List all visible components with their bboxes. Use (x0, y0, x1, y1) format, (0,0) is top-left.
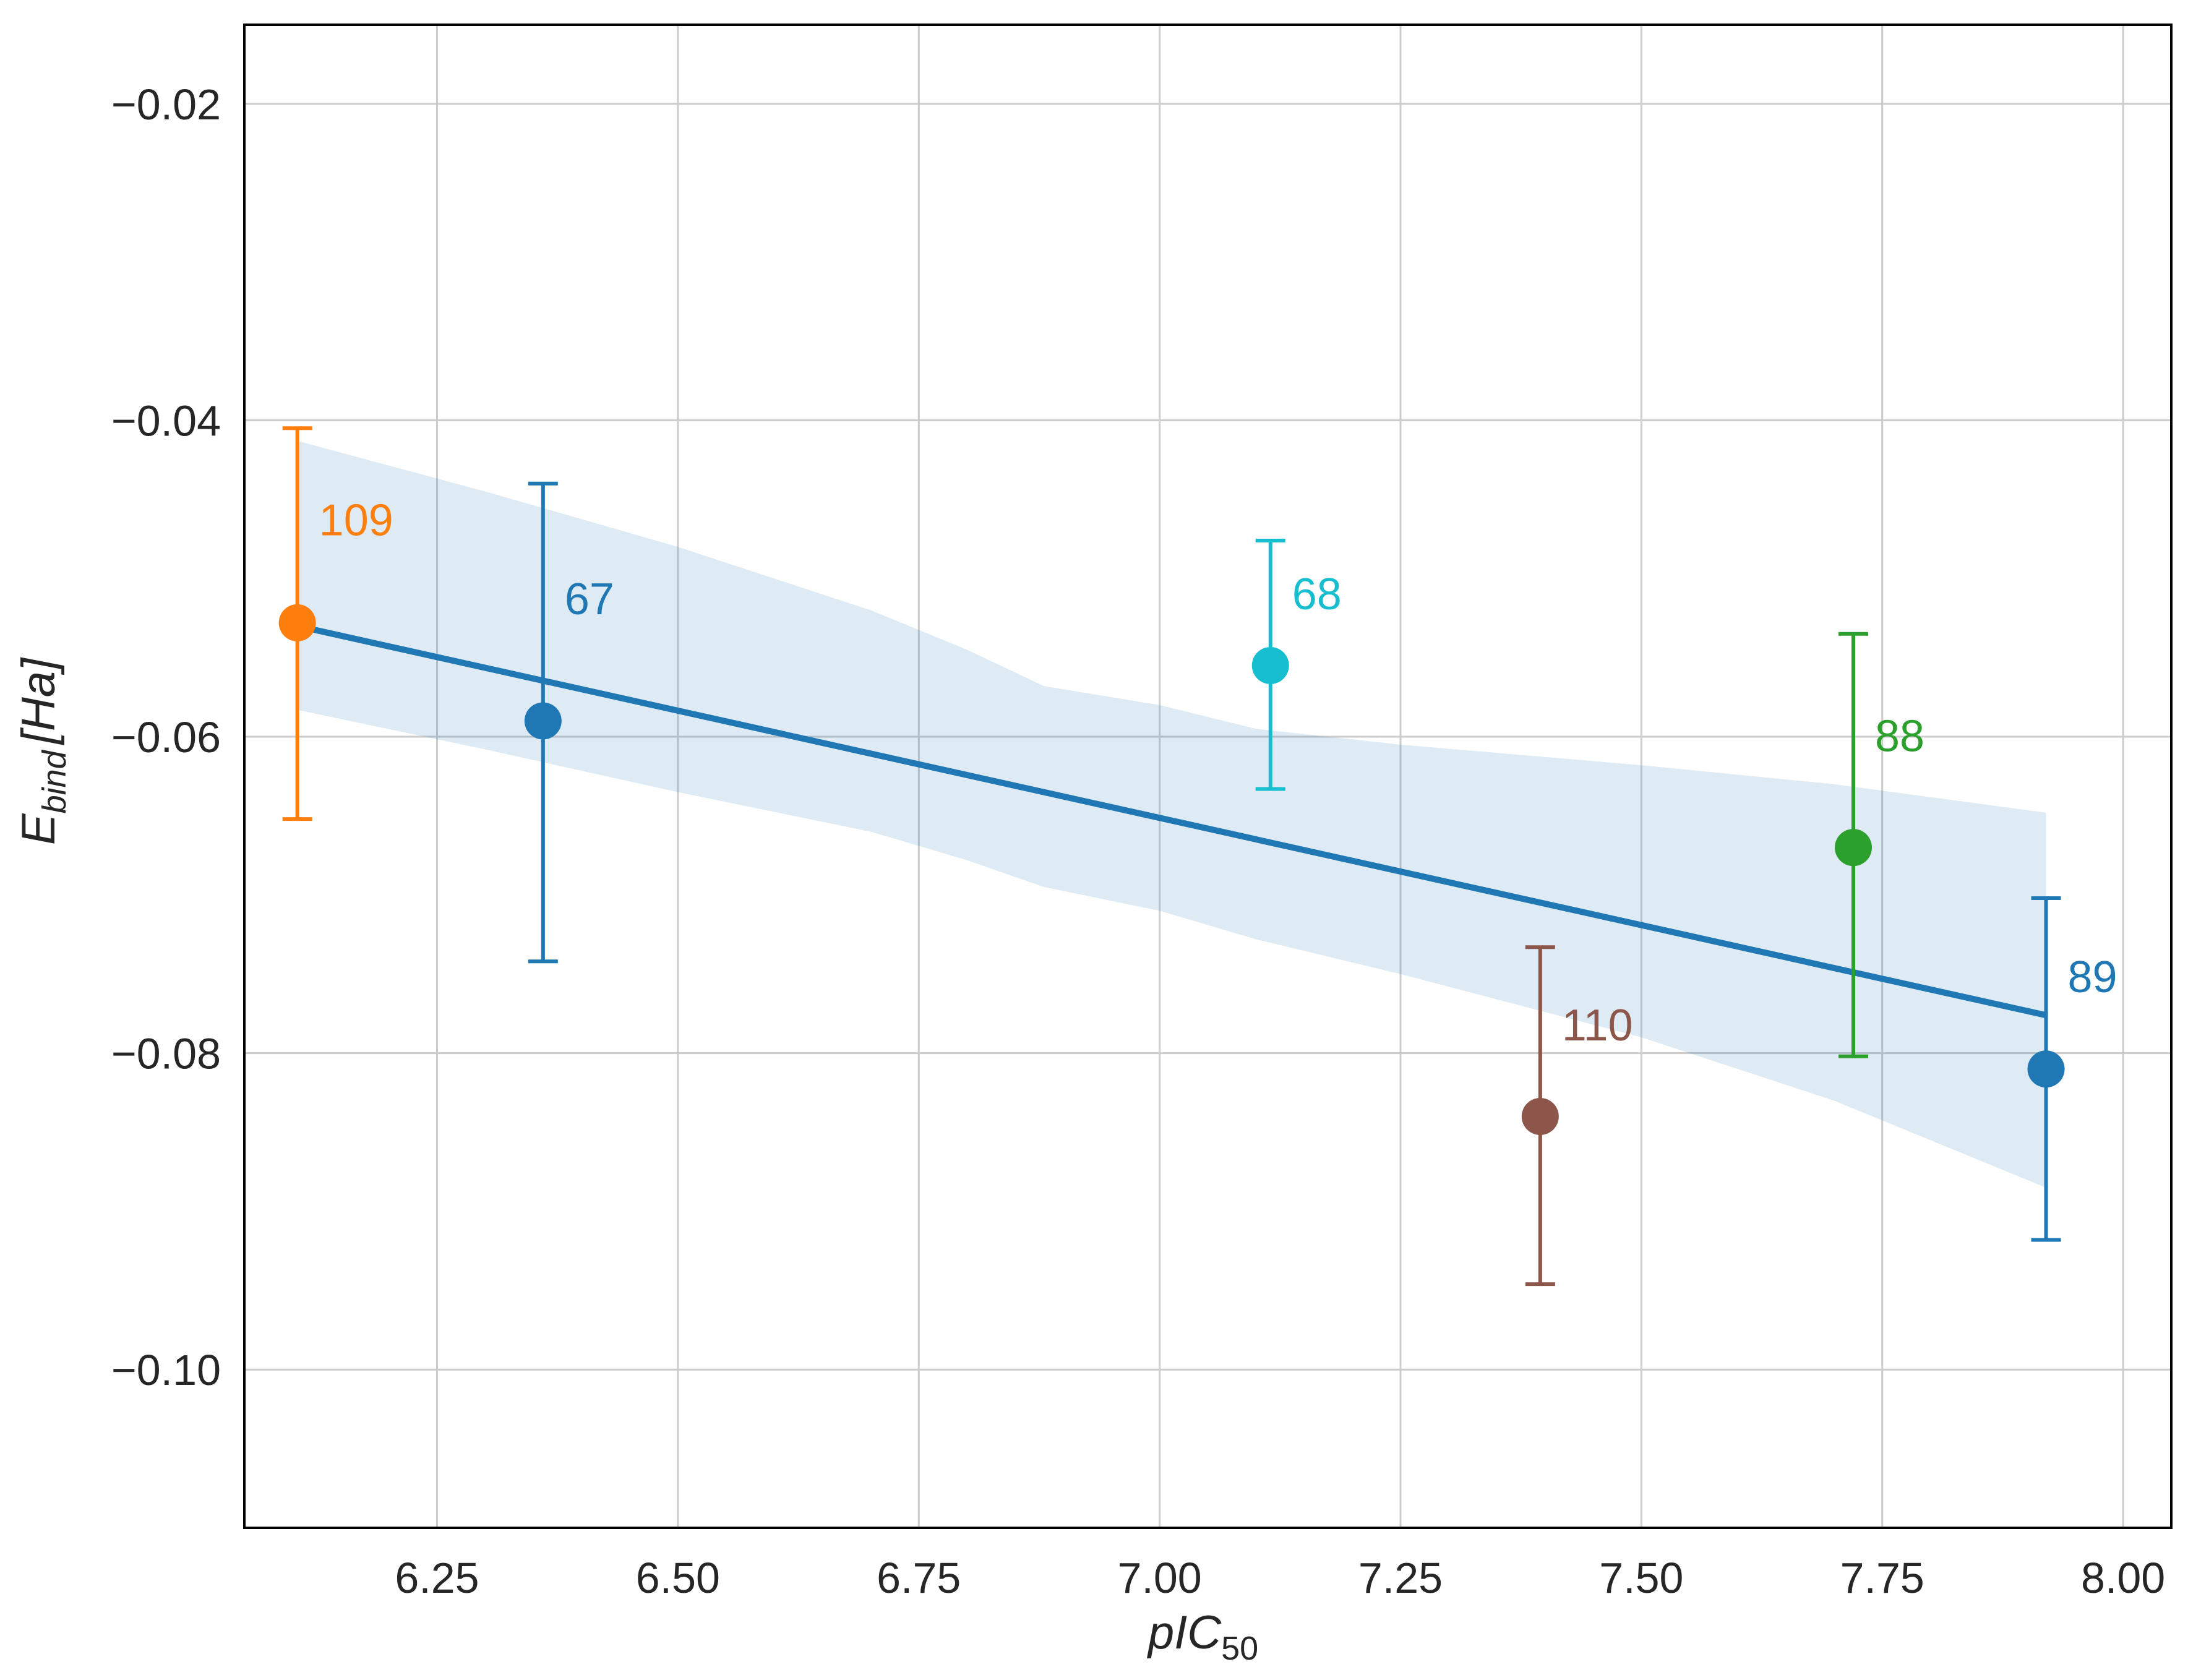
x-axis-title-sub: 50 (1221, 1630, 1258, 1667)
data-point-110: 110 (1521, 945, 1633, 1287)
plot-frame (243, 24, 2173, 1529)
y-tick-label: −0.04 (111, 396, 221, 445)
data-point-68: 68 (1251, 538, 1342, 791)
point-marker (2027, 1050, 2065, 1088)
y-tick-label: −0.06 (111, 713, 221, 761)
data-points-layer: 109 67 68 110 88 89 (278, 426, 2117, 1287)
point-marker (278, 604, 316, 641)
point-marker (524, 702, 562, 740)
point-label: 110 (1562, 1001, 1633, 1050)
x-tick-label: 7.50 (1599, 1554, 1683, 1602)
x-tick-label: 6.50 (636, 1554, 720, 1602)
data-point-109: 109 (278, 426, 393, 821)
x-axis-ticks: 6.25 6.50 6.75 7.00 7.25 7.50 7.75 8.00 (395, 1554, 2165, 1602)
y-axis-title-sub: bind (36, 749, 73, 813)
x-axis-title-main: pIC (1147, 1606, 1222, 1659)
y-tick-label: −0.08 (111, 1030, 221, 1078)
data-point-88: 88 (1835, 632, 1924, 1058)
point-label: 88 (1875, 712, 1924, 761)
x-tick-label: 7.75 (1840, 1554, 1924, 1602)
regression-line (296, 623, 2047, 1019)
point-marker (1835, 829, 1873, 867)
confidence-band (297, 440, 2046, 1188)
point-label: 89 (2068, 953, 2117, 1002)
y-tick-label: −0.02 (111, 80, 221, 129)
x-tick-label: 8.00 (2081, 1554, 2165, 1602)
grid (244, 25, 2171, 1528)
y-axis-title-main: E (12, 813, 65, 845)
x-tick-label: 6.25 (395, 1554, 479, 1602)
data-point-67: 67 (524, 481, 614, 964)
x-axis-title: pIC50 (1147, 1606, 1258, 1667)
point-label: 109 (319, 495, 393, 545)
x-tick-label: 6.75 (877, 1554, 961, 1602)
point-label: 67 (565, 575, 614, 624)
y-axis-ticks: −0.02 −0.04 −0.06 −0.08 −0.10 (111, 80, 221, 1394)
y-axis-title: Ebind [Ha] (12, 657, 73, 845)
point-marker (1251, 646, 1289, 684)
regression-line-layer (296, 623, 2047, 1019)
x-tick-label: 7.25 (1358, 1554, 1443, 1602)
y-tick-label: −0.10 (111, 1346, 221, 1394)
point-label: 68 (1292, 570, 1342, 619)
confidence-band-layer (297, 440, 2046, 1188)
y-axis-title-unit: [Ha] (12, 657, 65, 745)
point-marker (1521, 1097, 1559, 1135)
data-point-89: 89 (2027, 896, 2117, 1242)
x-tick-label: 7.00 (1118, 1554, 1202, 1602)
